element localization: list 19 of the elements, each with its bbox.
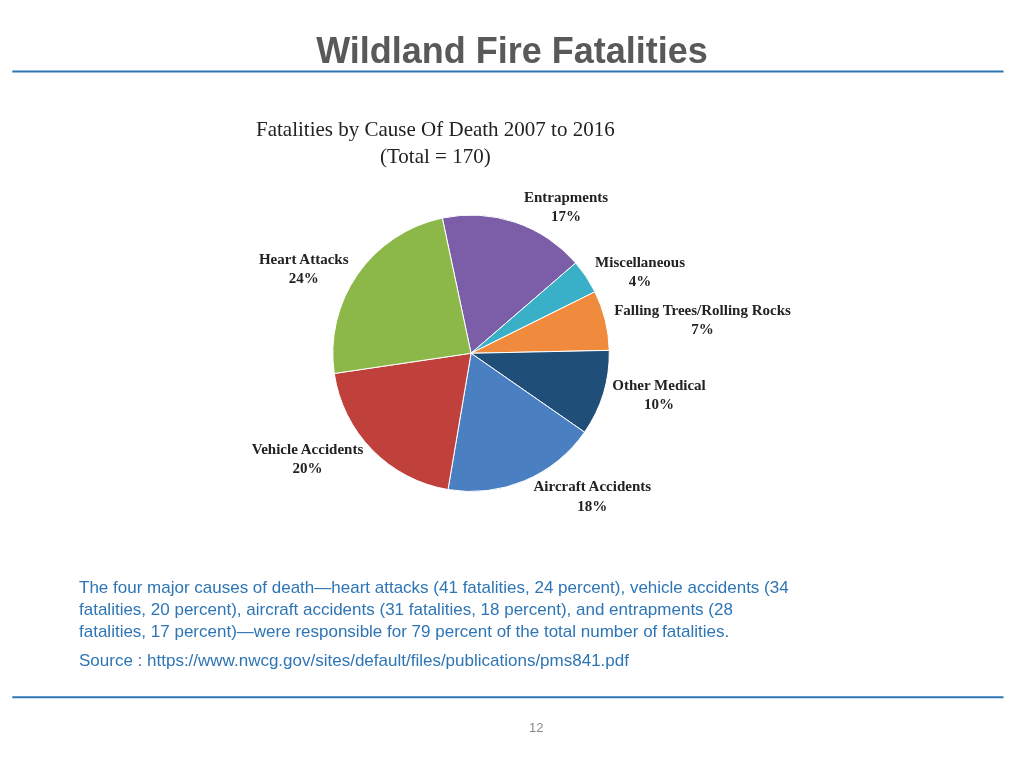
slice-label: Aircraft Accidents: [533, 478, 652, 495]
data-label: 20%: [292, 460, 323, 477]
data-label: 10%: [643, 396, 674, 413]
text: The four major causes of death—heart attacks (41 fatalities, 24 percent), vehicle accidents (34 fatalities, 20 percent), aircraft accidents (31 fatalities, 18 percent), and entrapments (28 fatalities, 17 percent)—were responsible for 79 percent of the total number of fatalities.: [79, 578, 789, 642]
data-label: 24%: [288, 270, 319, 287]
text: 12: [529, 720, 544, 735]
slice-label: Other Medical: [612, 376, 706, 393]
slice-label: Miscellaneous: [595, 253, 686, 270]
slice-label: Vehicle Accidents: [251, 440, 364, 457]
data-label: 18%: [577, 497, 608, 514]
slice-label: Entrapments: [524, 188, 609, 205]
data-label: 4%: [628, 273, 652, 290]
source-note: Source : https://www.nwcg.gov/sites/default/files/publications/pms841.pdf: [79, 651, 630, 670]
slice-label: Heart Attacks: [258, 250, 349, 267]
data-label: 17%: [551, 208, 582, 225]
chart-subtitle: Fatalities by Cause Of Death 2007 to 2016 (Total = 170): [256, 117, 615, 169]
data-label: 7%: [691, 321, 714, 338]
chart-title: Wildland Fire Fatalities: [316, 29, 708, 71]
slice-label: Falling Trees/Rolling Rocks: [614, 301, 792, 318]
